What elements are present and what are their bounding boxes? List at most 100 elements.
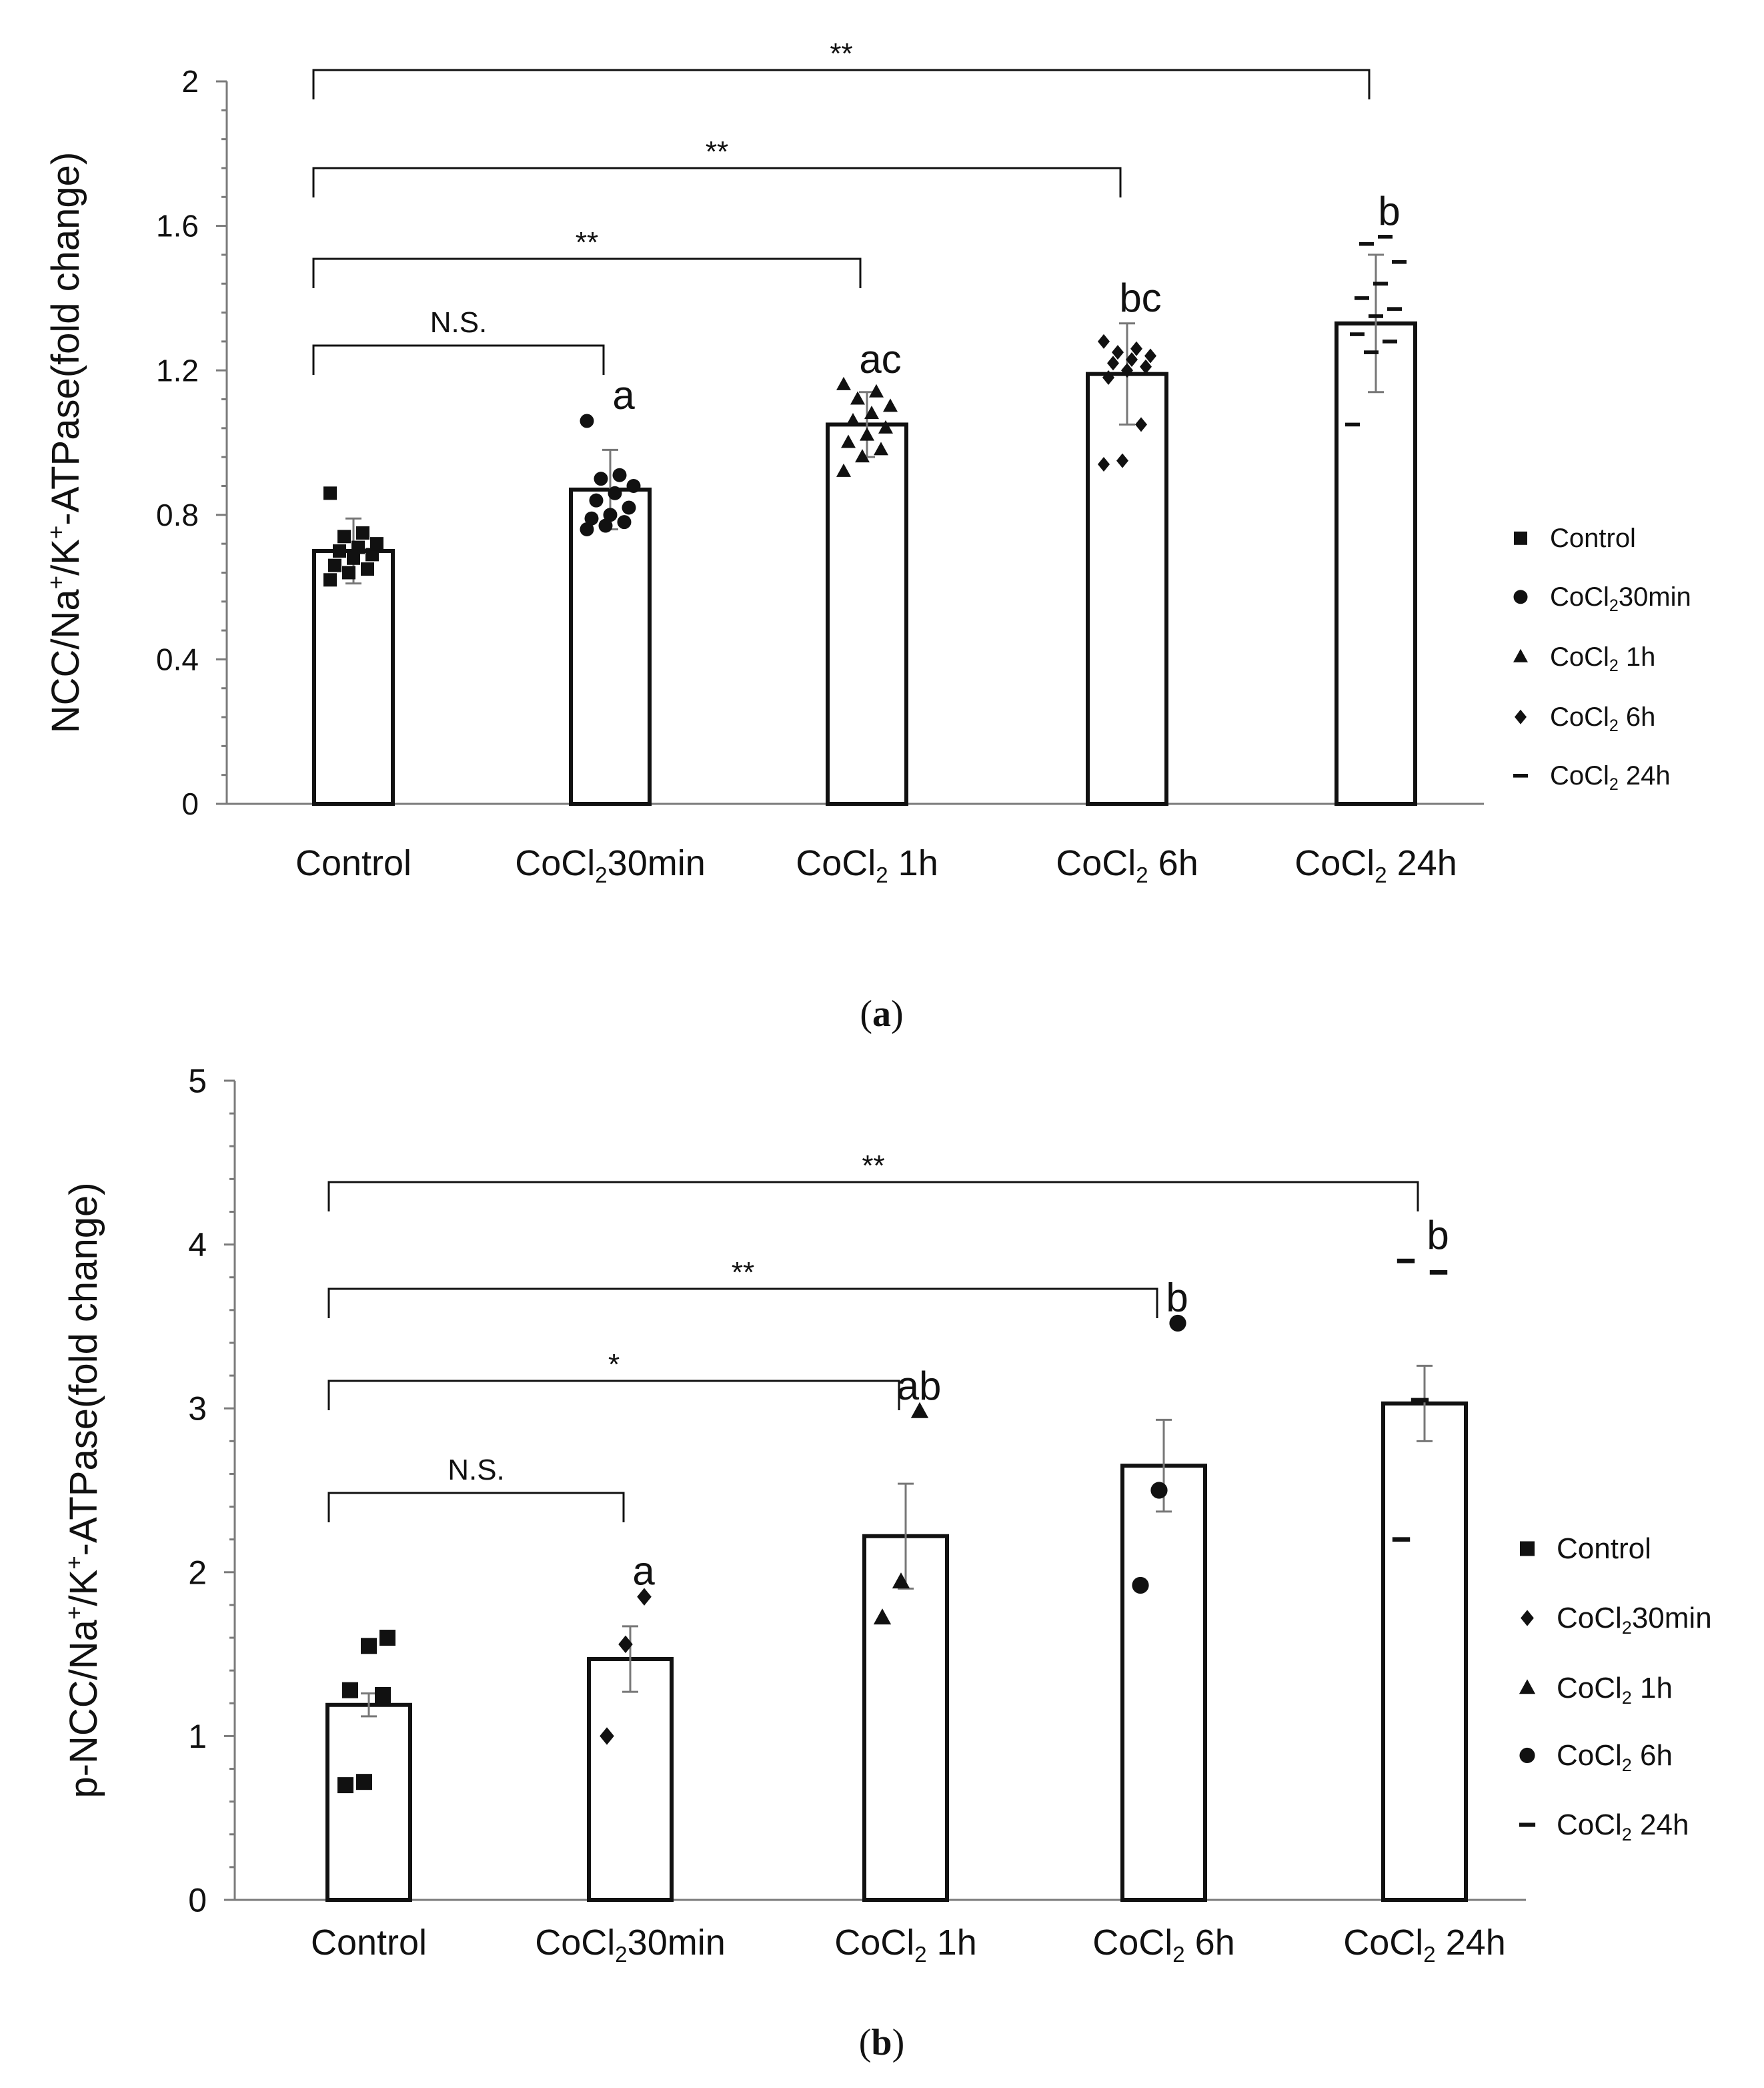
data-point	[1135, 417, 1147, 432]
caption-letter: b	[871, 2022, 892, 2063]
legend-label-rest: 30min	[1619, 582, 1691, 612]
data-point	[379, 1630, 395, 1646]
x-tick-label-main: CoCl	[796, 843, 876, 883]
legend-label-main: CoCl	[1550, 642, 1609, 672]
caption-paren: )	[892, 2022, 905, 2063]
data-point	[846, 413, 860, 427]
legend-marker	[1519, 1679, 1536, 1694]
legend-label: CoCl230min	[1557, 1602, 1712, 1638]
data-point	[841, 434, 856, 448]
x-tick-label-subscript: 2	[1375, 863, 1387, 887]
x-tick-label: CoCl2 6h	[1092, 1923, 1234, 1967]
data-point	[580, 414, 594, 428]
data-point	[626, 478, 641, 493]
y-tick-label: 1	[188, 1718, 207, 1755]
legend-label-subscript: 2	[1609, 656, 1619, 675]
data-point	[836, 376, 851, 390]
y-label-part: -ATPase(fold change)	[44, 152, 87, 526]
legend-marker	[1513, 774, 1528, 778]
x-tick-label: CoCl2 1h	[834, 1923, 976, 1967]
x-tick-label-main: Control	[295, 843, 411, 883]
x-tick-label-subscript: 2	[914, 1942, 926, 1967]
y-tick-label: 2	[188, 1554, 207, 1591]
comparison-bracket	[327, 1380, 900, 1410]
data-point	[589, 493, 604, 508]
comparison-label: **	[862, 1149, 884, 1182]
comparison-bracket	[327, 1181, 1419, 1211]
x-tick-label-rest: 30min	[628, 1923, 726, 1963]
data-point	[580, 522, 594, 536]
y-tick-label: 0	[181, 787, 199, 821]
legend-label-rest: 1h	[1619, 642, 1656, 672]
data-point	[328, 558, 341, 572]
x-tick-label: Control	[295, 843, 411, 883]
data-point	[1378, 235, 1393, 239]
legend-label-main: CoCl	[1557, 1602, 1622, 1634]
y-tick-label: 2	[181, 64, 199, 99]
x-tick-label: CoCl2 24h	[1343, 1923, 1506, 1967]
data-point	[637, 1588, 652, 1606]
caption-paren: (	[859, 2022, 872, 2063]
x-tick-label: CoCl230min	[515, 843, 705, 887]
data-point	[1132, 1576, 1149, 1594]
x-tick-label-rest: 1h	[888, 843, 938, 883]
x-tick-label-subscript: 2	[1172, 1942, 1184, 1967]
legend-marker	[1515, 709, 1527, 724]
x-tick-label-subscript: 2	[595, 863, 607, 887]
data-point	[622, 500, 636, 515]
comparison-label: **	[576, 226, 598, 259]
data-point	[600, 1727, 614, 1745]
data-point	[612, 468, 627, 482]
comparison-bracket	[312, 69, 1371, 99]
bar	[1086, 372, 1168, 806]
data-point	[1392, 259, 1407, 264]
x-tick-label-main: CoCl	[1092, 1923, 1172, 1963]
legend-marker	[1519, 1822, 1536, 1827]
x-tick-label-rest: 6h	[1148, 843, 1198, 883]
caption-letter: a	[872, 993, 891, 1035]
bar	[587, 1656, 674, 1903]
data-point	[337, 530, 351, 544]
data-point	[342, 1682, 358, 1698]
legend-label: CoCl2 24h	[1550, 761, 1671, 794]
data-point	[1150, 1482, 1168, 1499]
data-point	[860, 427, 874, 441]
y-label-superscript: +	[43, 576, 69, 589]
x-tick-label-subscript: 2	[1136, 863, 1148, 887]
legend-label-subscript: 2	[1622, 1688, 1632, 1708]
data-point	[347, 551, 360, 565]
data-point	[618, 1635, 633, 1654]
significance-letter: ac	[859, 337, 901, 382]
y-tick-label: 3	[188, 1390, 207, 1428]
x-tick-label-main: CoCl	[834, 1923, 914, 1963]
x-tick-label-subscript: 2	[1423, 1942, 1435, 1967]
comparison-bracket	[327, 1492, 625, 1522]
y-tick-label: 4	[188, 1226, 207, 1263]
legend-label: Control	[1557, 1532, 1651, 1565]
data-point	[598, 518, 613, 533]
data-point	[878, 420, 893, 434]
data-point	[1112, 345, 1124, 360]
data-point	[873, 1608, 892, 1625]
bar	[826, 422, 908, 806]
legend-marker	[1520, 1541, 1535, 1556]
caption-paren: )	[891, 993, 904, 1035]
data-point	[1140, 359, 1152, 374]
data-point	[1359, 241, 1374, 246]
data-point	[356, 1774, 372, 1790]
comparison-bracket	[312, 344, 605, 375]
y-label-part: /K	[62, 1569, 105, 1606]
data-point	[1429, 1269, 1448, 1275]
data-point	[1387, 307, 1402, 311]
data-point	[1126, 352, 1138, 367]
x-tick-label: CoCl2 6h	[1056, 843, 1198, 887]
x-tick-label-main: Control	[311, 1923, 427, 1963]
data-point	[910, 1402, 929, 1418]
y-tick-label: 5	[188, 1063, 207, 1100]
y-label-part: NCC/Na	[44, 589, 87, 734]
legend-label-main: CoCl	[1557, 1739, 1622, 1772]
comparison-label: **	[830, 37, 852, 70]
data-point	[1169, 1314, 1186, 1332]
